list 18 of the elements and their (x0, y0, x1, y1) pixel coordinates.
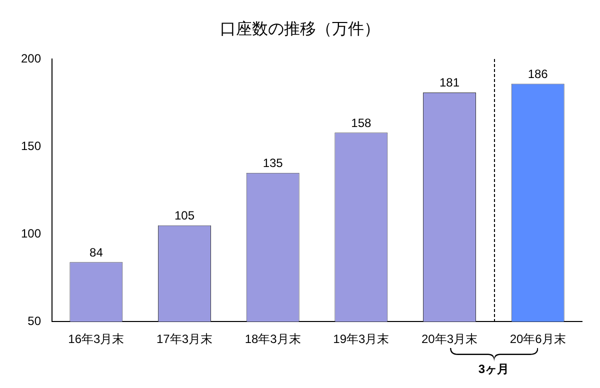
x-tick-label: 19年3月末 (333, 332, 390, 346)
x-tick-label: 20年6月末 (510, 332, 566, 346)
data-label: 135 (262, 156, 284, 170)
data-label: 84 (90, 245, 104, 260)
text: 3ヶ月 (478, 362, 510, 376)
x-tick-label: 18年3月末 (244, 332, 301, 346)
x-tick-label: 17年3月末 (156, 332, 213, 346)
y-tick-label: 50 (28, 314, 42, 328)
data-label: 105 (174, 208, 195, 223)
data-label: 181 (439, 76, 460, 90)
x-tick-label: 16年3月末 (68, 332, 124, 346)
y-tick-label: 100 (20, 226, 42, 240)
x-tick-label: 20年3月末 (421, 332, 478, 346)
y-tick-label: 150 (20, 138, 42, 153)
y-tick-label: 200 (20, 52, 42, 66)
data-label: 186 (528, 67, 548, 82)
data-label: 158 (351, 116, 372, 130)
chart-title: 口座数の推移（万件） (220, 20, 380, 38)
